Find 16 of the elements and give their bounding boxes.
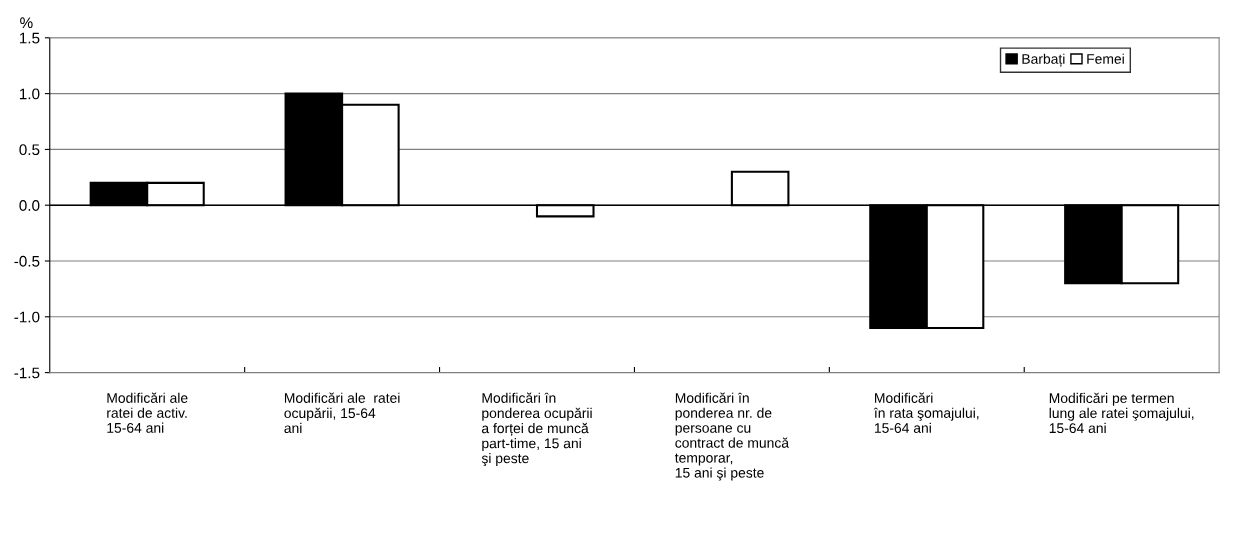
y-tick-label: 0.0 xyxy=(19,200,40,211)
x-tick-label: Modificări pe termen lung ale ratei şomajului, 15-64 ani xyxy=(1049,392,1194,434)
y-tick-label: 1.0 xyxy=(19,88,40,100)
x-tick-label: Modificări în rata şomajului, 15-64 ani xyxy=(873,392,979,433)
y-tick-label: -1.0 xyxy=(14,311,40,323)
x-tick-label: Modificări în ponderea nr. de persoane cu contract de muncă temporar, 15 ani şi peste xyxy=(674,392,790,481)
legend-label: Barbați xyxy=(1022,53,1065,67)
x-tick-label: Modificări în ponderea ocupării a forței de muncă part-time, 15 ani şi peste xyxy=(481,392,592,467)
y-tick-label: -1.5 xyxy=(14,367,40,379)
y-tick-label: 1.5 xyxy=(19,32,40,44)
x-tick-label: Modificări ale ratei ocupării, 15-64 ani xyxy=(284,392,400,434)
y-tick-label: 0.5 xyxy=(19,144,40,156)
y-axis-title: % xyxy=(20,17,33,29)
legend-label: Femei xyxy=(1087,53,1124,64)
y-tick-label: -0.5 xyxy=(14,255,40,267)
x-tick-label: Modificări ale ratei de activ. 15-64 ani xyxy=(107,392,188,433)
